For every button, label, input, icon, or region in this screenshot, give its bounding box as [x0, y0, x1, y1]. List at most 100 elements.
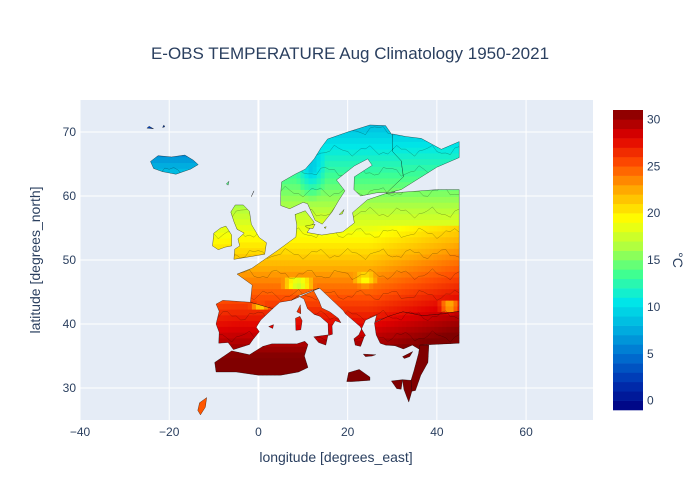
temp-cell [350, 375, 356, 382]
temp-cell [292, 294, 298, 301]
temp-cell [270, 363, 276, 370]
temp-cell [365, 242, 370, 249]
temp-cell [376, 160, 382, 167]
temp-cell [405, 213, 410, 220]
temp-cell [162, 156, 167, 164]
temp-cell [282, 363, 288, 370]
temp-cell [380, 125, 386, 133]
temp-cell [324, 195, 330, 202]
colorbar-tick-label: 5 [647, 347, 654, 361]
temp-cell [417, 230, 423, 238]
temp-cell [373, 248, 378, 255]
temp-cell [409, 135, 415, 142]
temp-cell [380, 172, 386, 179]
temp-cell [433, 236, 439, 244]
temp-cell [361, 334, 366, 341]
temp-cell [417, 158, 423, 165]
temp-cell [361, 305, 366, 313]
temp-cell [321, 248, 326, 255]
temp-cell [441, 294, 447, 301]
temp-cell [296, 225, 302, 232]
temp-cell [311, 306, 316, 313]
temp-cell [434, 320, 439, 327]
temp-cell [394, 337, 399, 345]
temp-cell [441, 259, 447, 267]
temp-cell [288, 200, 294, 208]
temp-cell [365, 236, 370, 244]
temp-cell [368, 177, 374, 185]
temp-cell [457, 219, 460, 226]
temp-cell [429, 300, 435, 307]
temp-cell [417, 288, 423, 295]
temp-cell [341, 288, 346, 295]
temp-cell [357, 300, 362, 307]
contour-segment [386, 165, 460, 178]
temp-cell [425, 152, 431, 160]
temp-cell [256, 271, 262, 278]
temp-cell [307, 306, 312, 313]
temp-cell [384, 160, 390, 167]
temp-cell [386, 314, 391, 322]
temp-cell [352, 160, 358, 167]
temp-cell [325, 259, 330, 267]
temp-cell [417, 152, 423, 160]
colorbar-band [613, 381, 643, 392]
temp-cell [239, 303, 245, 310]
temp-cell [385, 276, 390, 284]
temp-cell [331, 312, 336, 319]
temp-cell [227, 303, 233, 310]
temp-cell [332, 143, 338, 150]
temp-cell [353, 282, 358, 290]
temp-cell [317, 265, 322, 272]
temp-cell [212, 232, 217, 239]
temp-cell [414, 320, 419, 327]
temp-cell [402, 311, 407, 316]
temp-cell [401, 253, 406, 261]
temp-cell [361, 225, 366, 232]
temp-cell [345, 242, 350, 249]
temp-cell [413, 213, 418, 220]
temp-cell [441, 253, 447, 261]
temp-cell [377, 213, 382, 220]
temp-cell [298, 351, 304, 359]
temp-cell [254, 351, 260, 359]
temp-cell [223, 326, 229, 333]
temp-cell [417, 141, 423, 148]
temp-cell [445, 242, 451, 249]
temp-cell [377, 253, 382, 261]
coast-contour [162, 124, 166, 128]
temp-cell [382, 337, 387, 345]
temp-cell [401, 248, 406, 255]
temp-cell [353, 213, 358, 220]
temp-cell [280, 294, 286, 301]
temp-cell [421, 213, 427, 220]
temp-cell [230, 207, 236, 214]
temp-cell [446, 332, 451, 339]
temp-cell [234, 224, 240, 231]
temp-cell [224, 232, 229, 239]
temp-cell [298, 346, 304, 353]
temp-cell [350, 369, 356, 377]
temp-cell [438, 320, 443, 327]
temp-cell [458, 337, 460, 345]
temp-cell [429, 265, 435, 272]
temp-cell [384, 166, 390, 173]
temp-cell [290, 346, 296, 353]
temp-cell [337, 253, 342, 261]
temp-cell [425, 207, 431, 215]
temp-cell [380, 143, 386, 150]
coast-contour [291, 287, 342, 336]
temp-cell [384, 137, 390, 144]
temp-cell [417, 265, 423, 272]
temp-cell [405, 248, 410, 255]
temp-cell [405, 300, 410, 307]
temp-cell [380, 160, 386, 167]
temp-cell [409, 158, 415, 165]
temp-cell [341, 230, 346, 238]
temp-cell [365, 311, 370, 318]
temp-cell [450, 314, 456, 322]
temp-cell [320, 177, 326, 185]
temp-cell [266, 357, 272, 364]
temp-cell [292, 248, 298, 255]
temp-cell [308, 259, 314, 267]
